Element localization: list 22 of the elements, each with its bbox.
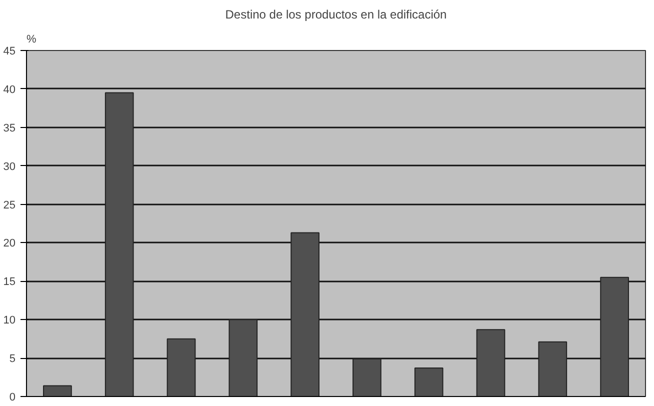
bar <box>476 329 506 396</box>
y-tick-label: 0 <box>9 392 16 404</box>
y-tick-label: 10 <box>3 314 16 327</box>
bar <box>166 338 196 396</box>
y-axis-title: % <box>26 34 36 46</box>
bar <box>352 358 382 396</box>
bar <box>290 232 320 396</box>
bar <box>104 92 134 396</box>
y-tick-label: 20 <box>3 238 16 250</box>
chart-title: Destino de los productos en la edificación <box>225 8 447 22</box>
bar <box>414 368 444 396</box>
y-tick-label: 45 <box>3 46 16 58</box>
y-tick-label: 25 <box>3 199 16 212</box>
y-tick-label: 35 <box>3 122 16 134</box>
bar <box>228 319 258 396</box>
y-tick-label: 40 <box>3 84 16 96</box>
bar <box>43 385 72 396</box>
y-tick-label: 30 <box>3 160 16 173</box>
y-tick-label: 15 <box>3 276 16 288</box>
y-tick-label: 5 <box>9 353 16 366</box>
bar <box>538 341 568 396</box>
bar <box>600 276 629 396</box>
